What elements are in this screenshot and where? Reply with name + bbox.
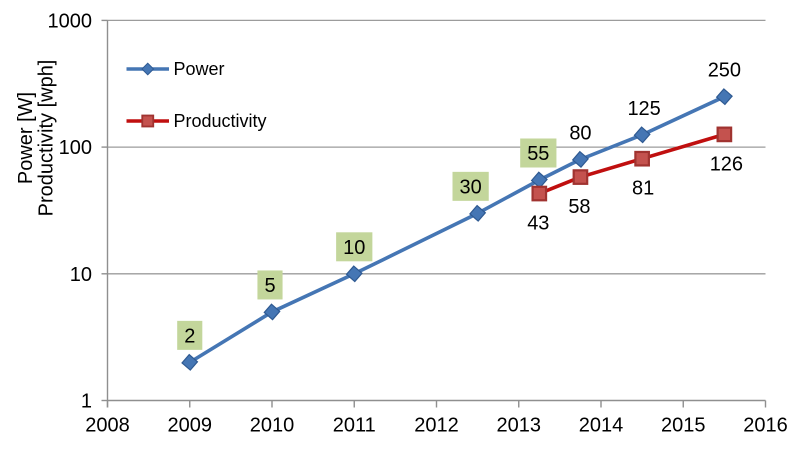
marker-productivity-43[interactable] bbox=[531, 185, 548, 202]
data-label-power-80: 80 bbox=[569, 122, 591, 144]
y-axis-label-1000: 1000 bbox=[48, 10, 93, 32]
x-axis-label-2012: 2012 bbox=[414, 415, 459, 437]
data-label-box-power-5 bbox=[257, 270, 283, 300]
marker-power-80[interactable] bbox=[571, 150, 590, 168]
marker-productivity-58[interactable] bbox=[572, 169, 589, 185]
x-axis-label-2014: 2014 bbox=[579, 415, 624, 437]
data-label-power-10: 10 bbox=[343, 237, 365, 259]
series-line-power bbox=[187, 94, 727, 365]
x-axis-label-2015: 2015 bbox=[661, 415, 706, 437]
legend-item-productivity[interactable]: Productivity bbox=[126, 111, 267, 131]
data-label-productivity-126: 126 bbox=[710, 153, 743, 175]
x-axis-label-2011: 2011 bbox=[333, 415, 376, 437]
legend-marker-power bbox=[141, 62, 155, 76]
data-label-productivity-43: 43 bbox=[527, 213, 549, 235]
y-axis-label-1: 1 bbox=[81, 391, 92, 413]
legend-marker-productivity bbox=[141, 114, 155, 128]
marker-power-10[interactable] bbox=[345, 265, 363, 283]
marker-power-2[interactable] bbox=[181, 353, 199, 371]
y-axis-label-10: 10 bbox=[70, 264, 92, 286]
data-label-box-power-30 bbox=[452, 171, 489, 201]
marker-power-5[interactable] bbox=[263, 303, 281, 321]
data-label-power-250: 250 bbox=[708, 60, 741, 82]
data-label-power-2: 2 bbox=[184, 325, 195, 347]
legend-item-power[interactable]: Power bbox=[126, 59, 225, 79]
data-label-productivity-81: 81 bbox=[632, 178, 654, 200]
data-label-power-55: 55 bbox=[527, 143, 549, 165]
y-axis-title: Power [W]Productivity [wph] bbox=[15, 60, 58, 217]
data-label-box-power-55 bbox=[520, 138, 557, 168]
marker-power-30[interactable] bbox=[469, 204, 487, 222]
data-label-box-power-2 bbox=[177, 320, 203, 350]
marker-productivity-126[interactable] bbox=[716, 126, 733, 143]
legend-label-power: Power bbox=[174, 59, 225, 79]
x-axis-label-2013: 2013 bbox=[497, 415, 542, 437]
x-axis-label-2010: 2010 bbox=[250, 415, 295, 437]
data-label-power-30: 30 bbox=[460, 176, 482, 198]
x-axis-label-2016: 2016 bbox=[743, 415, 788, 437]
marker-productivity-81[interactable] bbox=[634, 150, 650, 167]
y-axis-label-100: 100 bbox=[59, 137, 92, 159]
data-label-productivity-58: 58 bbox=[568, 196, 590, 218]
data-label-power-5: 5 bbox=[264, 275, 275, 297]
marker-power-250[interactable] bbox=[715, 88, 733, 106]
legend-label-productivity: Productivity bbox=[174, 111, 267, 131]
x-axis-label-2009: 2009 bbox=[168, 415, 213, 437]
data-label-box-power-10 bbox=[336, 232, 373, 262]
data-label-power-125: 125 bbox=[627, 98, 660, 120]
series-line-productivity bbox=[537, 132, 727, 196]
marker-power-125[interactable] bbox=[633, 126, 651, 144]
x-axis-label-2008: 2008 bbox=[85, 415, 130, 437]
